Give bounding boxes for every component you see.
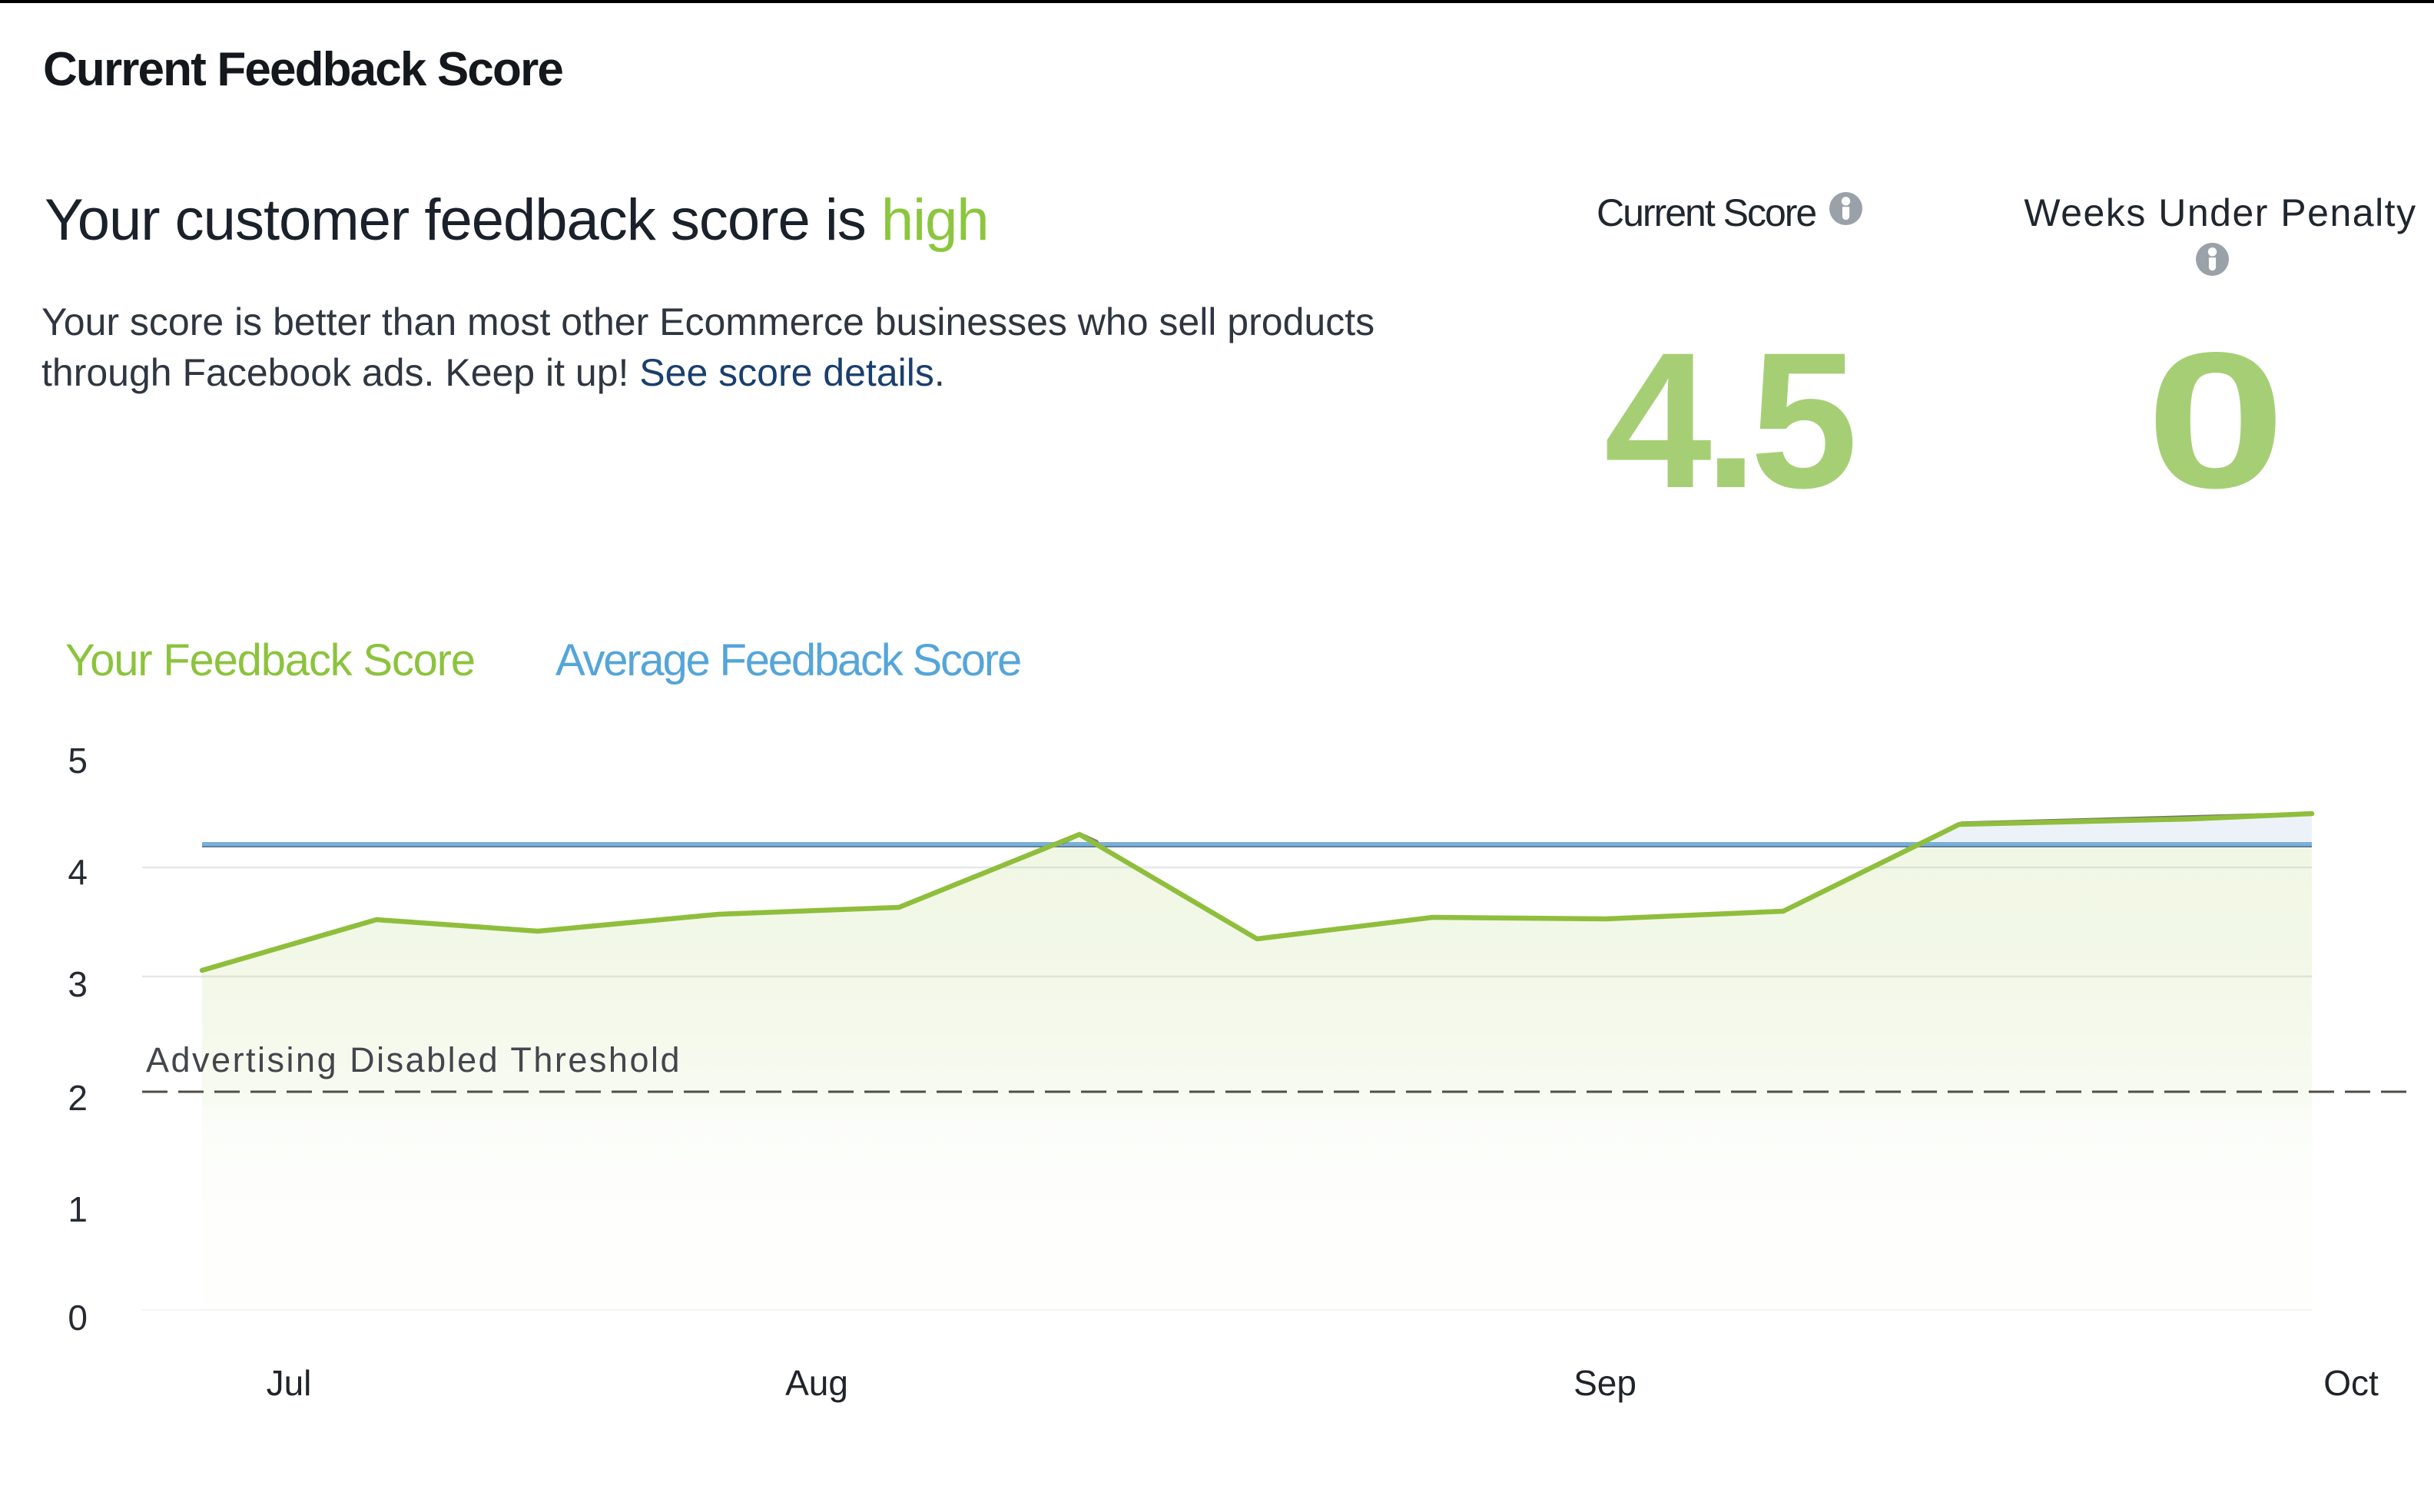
svg-text:Oct: Oct <box>2323 1363 2379 1403</box>
svg-text:Aug: Aug <box>785 1363 848 1403</box>
svg-text:5: 5 <box>68 741 88 781</box>
svg-text:Advertising Disabled Threshold: Advertising Disabled Threshold <box>146 1040 681 1079</box>
svg-text:4: 4 <box>68 852 88 892</box>
svg-text:Jul: Jul <box>267 1363 312 1403</box>
svg-text:3: 3 <box>68 964 88 1004</box>
svg-text:0: 0 <box>68 1298 88 1338</box>
svg-text:Sep: Sep <box>1573 1363 1636 1403</box>
svg-text:2: 2 <box>68 1078 88 1118</box>
svg-text:1: 1 <box>68 1189 88 1229</box>
